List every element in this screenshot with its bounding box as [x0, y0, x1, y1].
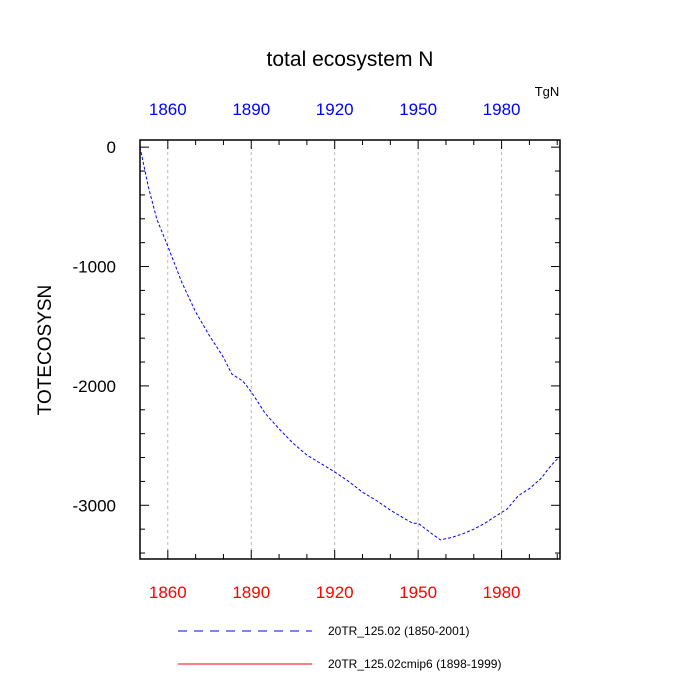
y-axis-label: TOTECOSYSN [35, 285, 56, 416]
legend-label-series-1: 20TR_125.02 (1850-2001) [328, 624, 469, 638]
y-tick-label-0: 0 [107, 138, 116, 157]
series-lines [139, 147, 561, 541]
x-tick-label-top-0: 1860 [149, 100, 187, 119]
x-tick-label-bottom-3: 1950 [399, 583, 437, 602]
legend-label-series-2: 20TR_125.02cmip6 (1898-1999) [328, 657, 501, 671]
x-tick-label-top-1: 1890 [232, 100, 270, 119]
y-tick-label-1: -1000 [73, 258, 116, 277]
axis-ticks [139, 140, 560, 559]
y-tick-label-2: -2000 [73, 377, 116, 396]
x-tick-label-bottom-0: 1860 [149, 583, 187, 602]
y-tick-label-3: -3000 [73, 496, 116, 515]
x-tick-label-bottom-2: 1920 [316, 583, 354, 602]
x-tick-label-top-2: 1920 [316, 100, 354, 119]
tick-labels: 1860 1860 1890 1890 1920 1920 1950 1950 1980 1980… [73, 100, 521, 602]
series-line-1 [139, 147, 561, 541]
plot-frame [139, 139, 561, 560]
units-label: TgN [535, 84, 560, 99]
x-tick-label-bottom-4: 1980 [483, 583, 521, 602]
x-tick-label-top-4: 1980 [483, 100, 521, 119]
grid [167, 140, 502, 559]
legend: 20TR_125.02 (1850-2001) 20TR_125.02cmip6… [178, 624, 501, 671]
chart-title: total ecosystem N [267, 48, 434, 71]
x-tick-label-top-3: 1950 [399, 100, 437, 119]
x-tick-label-bottom-1: 1890 [232, 583, 270, 602]
